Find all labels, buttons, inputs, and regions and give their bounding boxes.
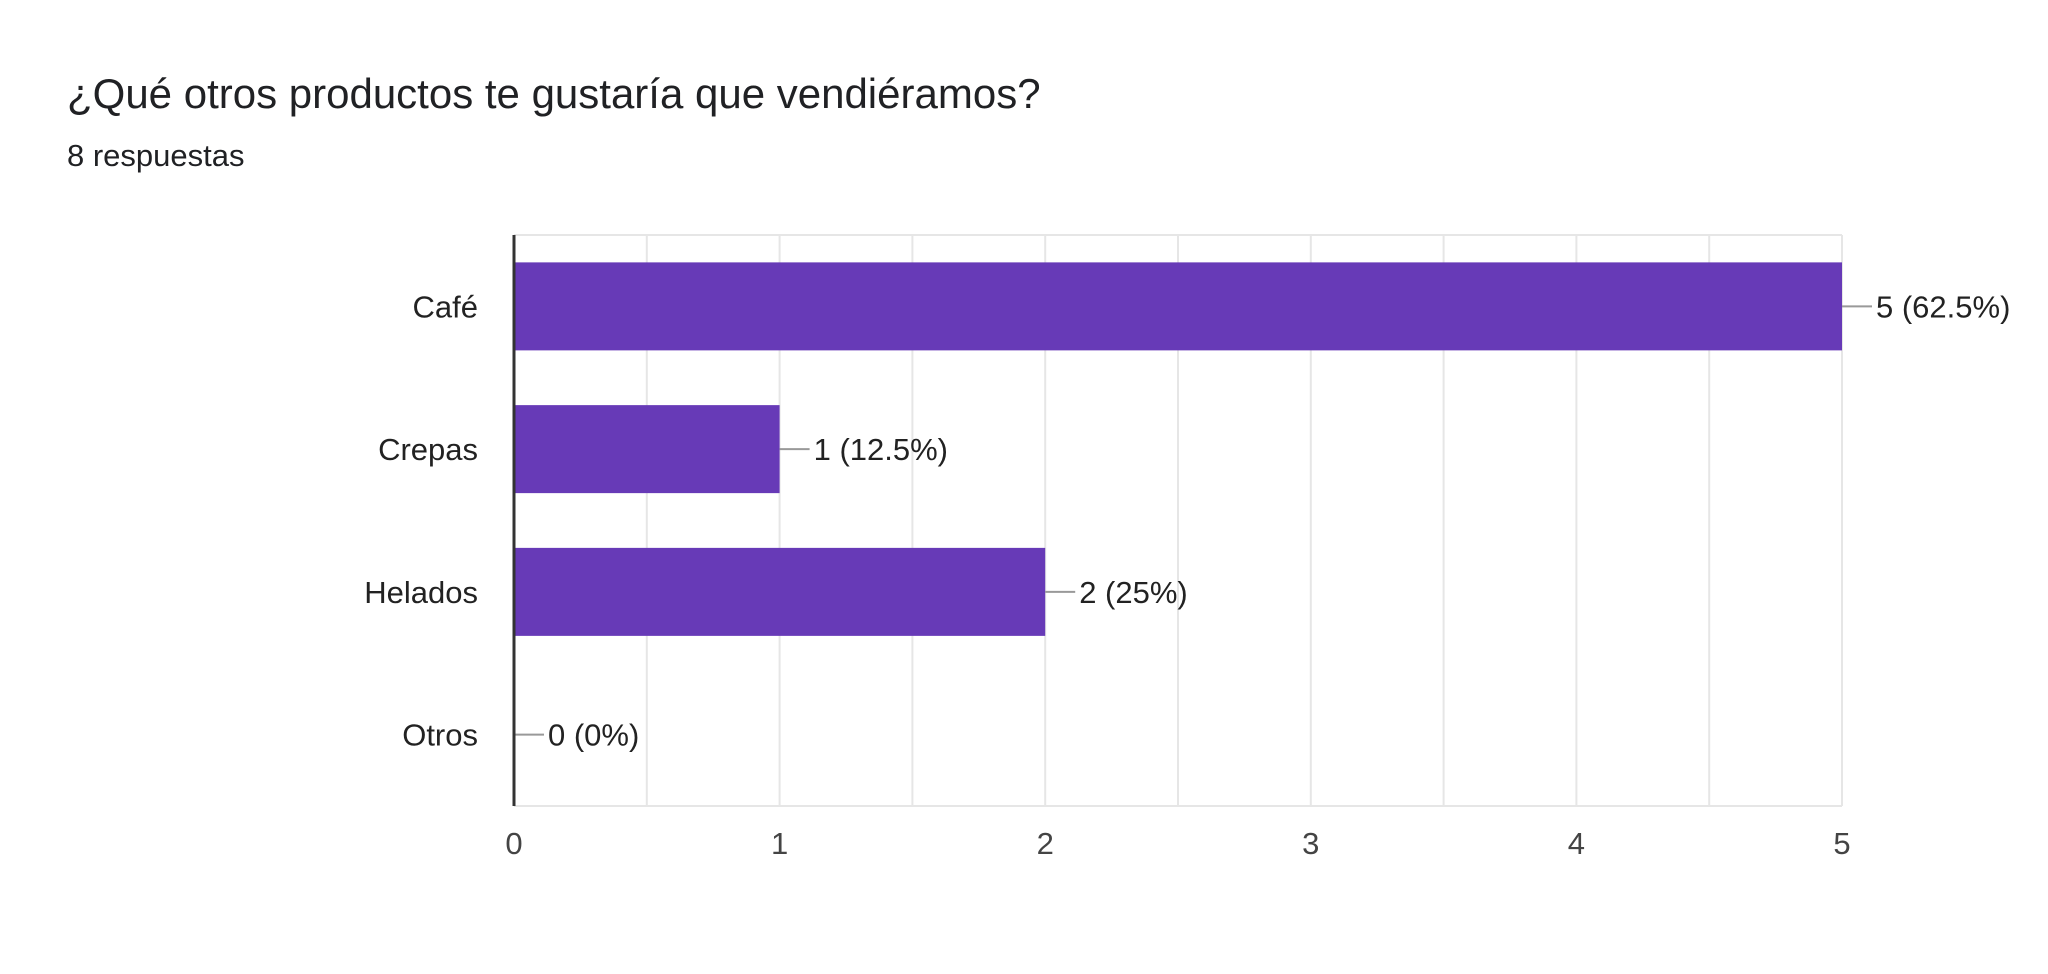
category-label-1: Crepas <box>378 432 478 467</box>
data-label-2: 2 (25%) <box>1079 575 1188 610</box>
category-label-3: Otros <box>402 718 478 753</box>
x-tick-label-0: 0 <box>505 826 522 861</box>
question-title: ¿Qué otros productos te gustaría que ven… <box>67 70 1041 117</box>
data-label-1: 1 (12.5%) <box>814 432 948 467</box>
x-tick-label-3: 3 <box>1302 826 1319 861</box>
x-tick-label-4: 4 <box>1568 826 1585 861</box>
data-label-0: 5 (62.5%) <box>1876 289 2010 324</box>
labels: Café 5 (62.5%) Crepas 1 (12.5%) Helados 2 (25… <box>364 289 2010 861</box>
bar-1[interactable] <box>514 405 780 494</box>
bars <box>514 262 1842 636</box>
x-tick-label-5: 5 <box>1833 826 1850 861</box>
bar-2[interactable] <box>514 547 1046 636</box>
bar-0[interactable] <box>514 262 1842 351</box>
x-tick-label-1: 1 <box>771 826 788 861</box>
x-tick-label-2: 2 <box>1037 826 1054 861</box>
response-count: 8 respuestas <box>67 138 245 173</box>
category-label-2: Helados <box>364 575 478 610</box>
data-label-3: 0 (0%) <box>548 718 639 753</box>
leader-lines <box>514 305 1872 736</box>
category-label-0: Café <box>413 289 478 324</box>
